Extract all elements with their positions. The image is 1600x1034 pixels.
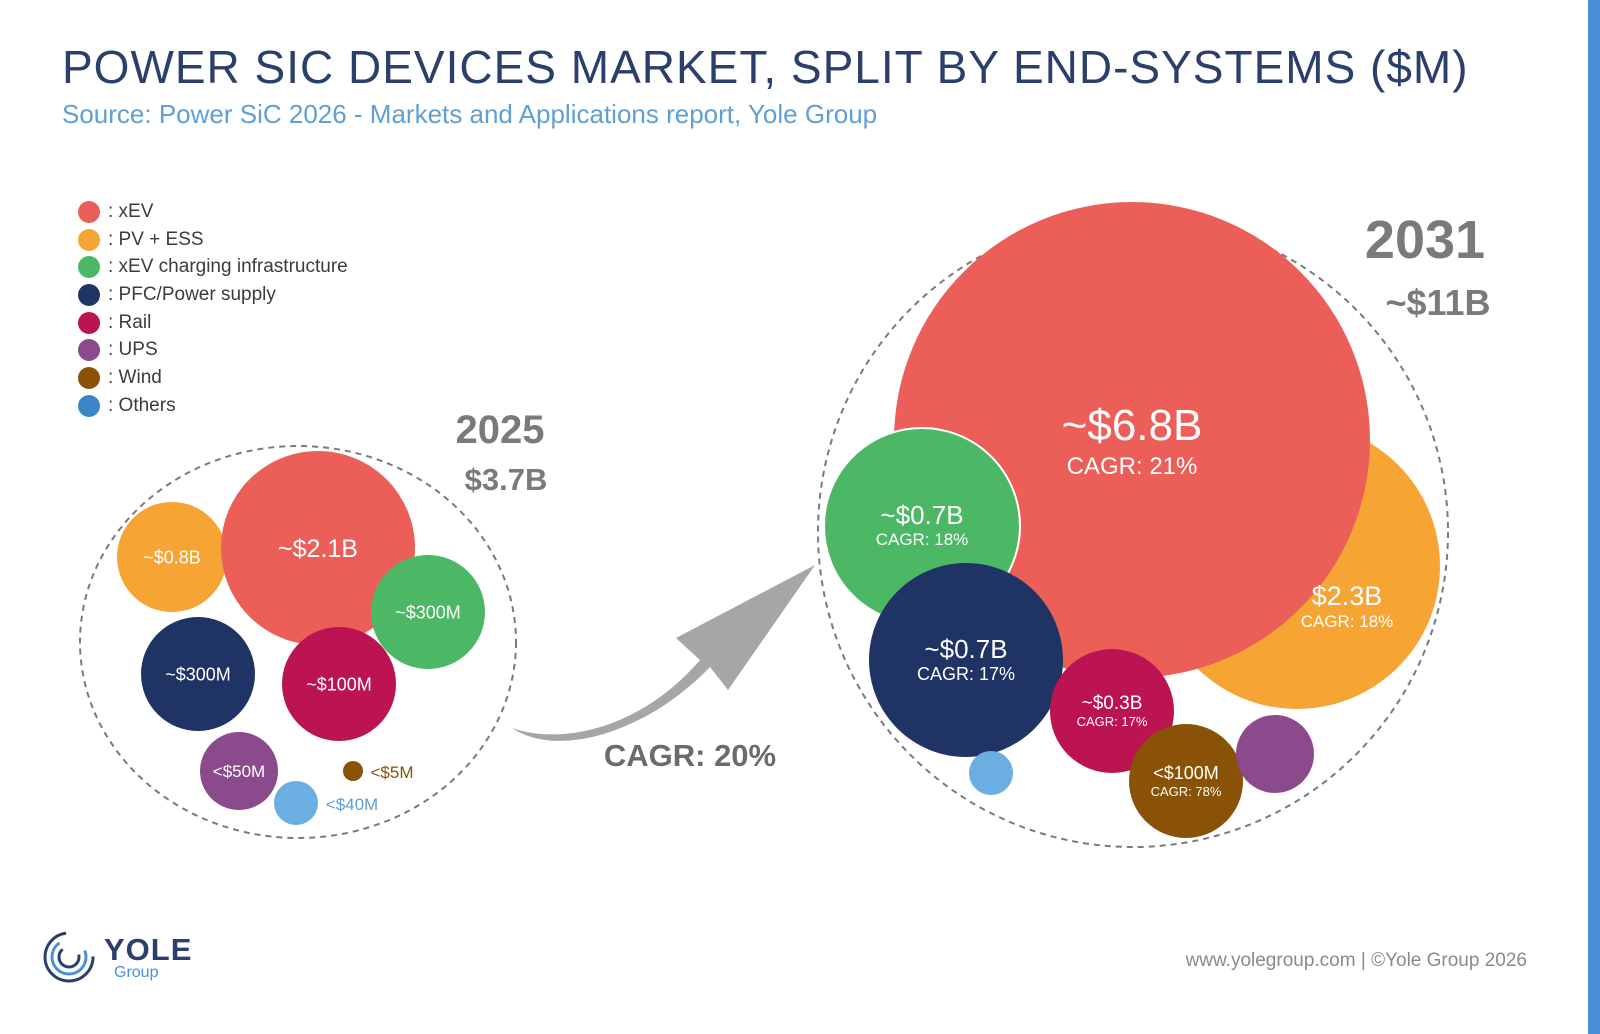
legend-item-others: : Others bbox=[78, 392, 348, 420]
outer-circle-2025 bbox=[79, 445, 517, 839]
legend-item-pv-ess: : PV + ESS bbox=[78, 226, 348, 254]
label-2031-wind: <$100M bbox=[1153, 763, 1219, 783]
total-2025-label: $3.7B bbox=[465, 462, 548, 497]
legend-dot-rail bbox=[78, 311, 100, 334]
accent-bar bbox=[1588, 0, 1600, 1034]
legend-label-xev: : xEV bbox=[108, 200, 154, 222]
legend-dot-others bbox=[78, 394, 100, 417]
year-2025-label: 2025 bbox=[456, 408, 545, 452]
label-2025-xev: ~$2.1B bbox=[278, 535, 358, 563]
legend-dot-xev bbox=[78, 200, 100, 223]
footer-url: www.yolegroup.com | ©Yole Group 2026 bbox=[1185, 950, 1527, 971]
legend: : xEV : PV + ESS : xEV charging infrastr… bbox=[78, 198, 348, 420]
chart-title: POWER SIC DEVICES MARKET, SPLIT BY END-S… bbox=[62, 41, 1469, 93]
legend-item-xev: : xEV bbox=[78, 198, 348, 226]
label-2031-rail: ~$0.3B bbox=[1082, 693, 1143, 714]
label-2031-xev-charging-infrastructure: ~$0.7B bbox=[880, 500, 963, 530]
yole-logo: YOLE Group bbox=[42, 930, 192, 984]
logo-name: YOLE bbox=[104, 931, 193, 967]
yole-logo-icon bbox=[43, 931, 95, 983]
label-2025-ups: <$50M bbox=[213, 762, 265, 781]
growth-arrow bbox=[512, 565, 815, 741]
legend-label-wind: : Wind bbox=[108, 366, 162, 388]
label-2025-xev-charging-infrastructure: ~$300M bbox=[395, 602, 461, 622]
bubble-2031-wind bbox=[1129, 724, 1243, 838]
chart-subtitle: Source: Power SiC 2026 - Markets and App… bbox=[62, 99, 878, 129]
legend-item-charging: : xEV charging infrastructure bbox=[78, 253, 348, 281]
label-2031-pv-ess: $2.3B bbox=[1312, 581, 1383, 611]
bubble-2025-pv-ess bbox=[117, 502, 227, 612]
label-2025-pv-ess: ~$0.8B bbox=[143, 547, 201, 567]
year-2031-label: 2031 bbox=[1365, 210, 1485, 270]
legend-label-ups: : UPS bbox=[108, 339, 158, 361]
outer-circle-2031 bbox=[817, 216, 1449, 848]
bubble-2025-xev bbox=[221, 451, 415, 645]
bubble-2025-xev-charging-infrastructure bbox=[371, 555, 485, 669]
cagr-2031-rail: CAGR: 17% bbox=[1077, 714, 1148, 729]
bubble-2025-wind bbox=[343, 761, 363, 781]
legend-label-rail: : Rail bbox=[108, 311, 152, 333]
cagr-2031-pv-ess: CAGR: 18% bbox=[1301, 612, 1394, 631]
logo-sub: Group bbox=[114, 963, 159, 981]
legend-dot-ups bbox=[78, 339, 100, 362]
label-2025-rail: ~$100M bbox=[306, 674, 372, 694]
legend-dot-wind bbox=[78, 366, 100, 389]
legend-item-pfc: : PFC/Power supply bbox=[78, 281, 348, 309]
bubble-2025-pfc-power-supply bbox=[141, 617, 255, 731]
legend-dot-pv-ess bbox=[78, 228, 100, 251]
label-2031-pfc-power-supply: ~$0.7B bbox=[924, 634, 1007, 664]
legend-dot-charging bbox=[78, 256, 100, 279]
bubble-2031-others bbox=[969, 751, 1013, 795]
legend-dot-pfc bbox=[78, 283, 100, 306]
legend-label-charging: : xEV charging infrastructure bbox=[108, 256, 348, 278]
label-2025-wind: <$5M bbox=[371, 763, 414, 782]
bubble-2031-pfc-power-supply bbox=[869, 563, 1063, 757]
bubble-2025-others bbox=[274, 781, 318, 825]
bubble-2025-rail bbox=[282, 627, 396, 741]
bubble-2025-ups bbox=[200, 732, 278, 810]
growth-cagr-label: CAGR: 20% bbox=[604, 738, 776, 773]
legend-label-pv-ess: : PV + ESS bbox=[108, 228, 204, 250]
label-2025-others: <$40M bbox=[326, 795, 378, 814]
cagr-2031-xev-charging-infrastructure: CAGR: 18% bbox=[876, 530, 969, 549]
total-2031-label: ~$11B bbox=[1385, 282, 1490, 323]
label-2031-xev: ~$6.8B bbox=[1062, 401, 1203, 450]
legend-item-wind: : Wind bbox=[78, 364, 348, 392]
cagr-2031-pfc-power-supply: CAGR: 17% bbox=[917, 664, 1015, 684]
legend-label-pfc: : PFC/Power supply bbox=[108, 283, 276, 305]
cagr-2031-xev: CAGR: 21% bbox=[1067, 453, 1198, 480]
legend-item-ups: : UPS bbox=[78, 336, 348, 364]
bubble-2031-rail bbox=[1050, 649, 1174, 773]
label-2025-pfc-power-supply: ~$300M bbox=[165, 664, 231, 684]
legend-item-rail: : Rail bbox=[78, 309, 348, 337]
bubble-2031-ups bbox=[1236, 715, 1314, 793]
legend-label-others: : Others bbox=[108, 394, 176, 416]
cagr-2031-wind: CAGR: 78% bbox=[1151, 784, 1222, 799]
